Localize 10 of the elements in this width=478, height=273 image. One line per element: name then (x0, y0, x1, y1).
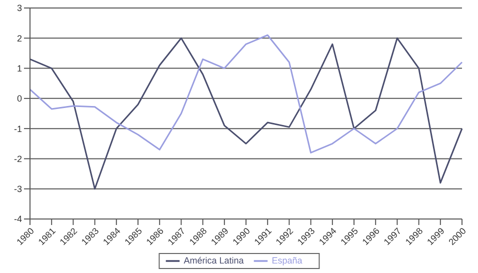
y-tick-label: 0 (16, 94, 22, 104)
y-tick-label: -3 (14, 184, 22, 194)
y-tick-label: 2 (16, 33, 22, 44)
y-tick-label: -4 (14, 214, 22, 224)
y-tick-label: 1 (16, 63, 22, 74)
y-tick-label: -2 (14, 154, 22, 164)
legend-label: España (272, 255, 302, 266)
y-tick-label: 3 (16, 3, 22, 14)
y-tick-label: -1 (14, 124, 22, 134)
legend-label: América Latina (184, 255, 244, 266)
